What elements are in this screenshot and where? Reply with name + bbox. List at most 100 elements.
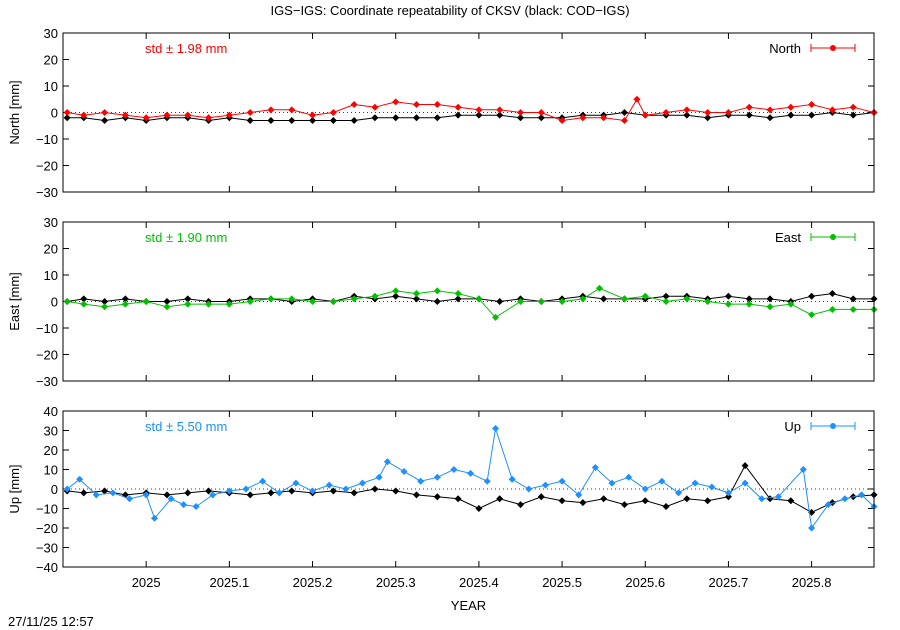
reference-series-point — [413, 491, 421, 499]
reference-series-point — [184, 295, 192, 303]
reference-series-point — [267, 489, 275, 497]
y-tick-label: 0 — [51, 295, 58, 310]
east-series-point — [766, 303, 774, 311]
y-tick-label: 30 — [44, 26, 58, 41]
up-series-point — [774, 493, 782, 501]
up-series-point — [841, 495, 849, 503]
east-series-point — [329, 298, 337, 305]
reference-series-point — [662, 503, 670, 511]
east-series-point — [745, 300, 753, 308]
reference-series-point — [101, 116, 109, 124]
up-series-point — [292, 479, 300, 487]
y-tick-label: 20 — [44, 53, 58, 68]
up-series-point — [358, 479, 366, 487]
y-axis-label: North [mm] — [7, 80, 22, 144]
reference-series-point — [454, 111, 462, 119]
north-series-point — [288, 106, 296, 114]
north-series-point — [724, 109, 732, 116]
north-series — [63, 95, 878, 124]
y-tick-label: −30 — [36, 374, 58, 389]
up-series-point — [383, 458, 391, 466]
up-series-point — [808, 524, 816, 532]
north-series-point — [267, 106, 275, 114]
reference-series-point — [329, 487, 337, 495]
up-series-point — [450, 466, 458, 473]
up-series-point — [675, 489, 683, 497]
up-series-point — [625, 473, 633, 481]
up-series-point — [225, 487, 233, 495]
east-series-point — [205, 300, 213, 308]
east-series-point — [184, 300, 192, 308]
reference-series-point — [579, 499, 587, 507]
x-tick-label: 2025.3 — [376, 575, 416, 590]
north-series-point — [413, 101, 421, 109]
up-series-point — [309, 487, 317, 495]
up-series-point — [400, 467, 408, 475]
up-series-point — [209, 491, 217, 499]
y-tick-label: −20 — [36, 348, 58, 363]
up-series-point — [483, 477, 491, 485]
up-series-point — [126, 495, 134, 503]
north-series-point — [225, 111, 233, 119]
east-series — [63, 284, 878, 321]
reference-series-point — [288, 116, 296, 124]
plot-frame — [62, 221, 875, 382]
east-series-point — [620, 295, 628, 303]
y-tick-label: −10 — [36, 132, 58, 147]
reference-series-point — [496, 495, 504, 503]
up-series-point — [92, 491, 100, 499]
y-tick-label: 30 — [44, 215, 58, 230]
east-series-point — [492, 313, 500, 321]
reference-series-point — [808, 292, 816, 300]
up-series-point — [417, 477, 425, 485]
north-series-point — [766, 106, 774, 114]
up-series-line — [66, 428, 875, 530]
reference-series-point — [683, 111, 691, 119]
up-series-point — [558, 477, 566, 485]
up-series-point — [591, 464, 599, 472]
north-series-point — [101, 109, 109, 116]
x-tick-label: 2025.7 — [709, 575, 749, 590]
north-series-point — [246, 109, 254, 116]
east-series-point — [475, 295, 483, 303]
reference-series-point — [745, 295, 753, 303]
reference-series-point — [766, 495, 774, 503]
reference-series-point — [454, 495, 462, 503]
north-series-point — [121, 111, 129, 119]
up-series-point — [641, 485, 649, 493]
reference-series-point — [849, 111, 857, 119]
east-series-point — [641, 292, 649, 300]
reference-series-point — [641, 497, 649, 505]
up-series-point — [192, 503, 200, 511]
north-series-point — [558, 116, 566, 124]
north-series-point — [537, 109, 545, 116]
reference-series-point — [433, 114, 441, 122]
north-series-point — [350, 101, 358, 109]
north-series-point — [579, 114, 587, 122]
east-series-point — [267, 295, 275, 303]
up-series-point — [375, 473, 383, 481]
north-series-point — [433, 101, 441, 109]
up-series-point — [658, 477, 666, 485]
up-series-point — [76, 475, 84, 483]
east-series-point — [558, 298, 566, 305]
north-series-point — [184, 111, 192, 119]
up-series-point — [824, 501, 832, 509]
north-series-point — [600, 114, 608, 122]
reference-series-point — [392, 292, 400, 300]
up-series-point — [724, 489, 732, 497]
x-tick-label: 2025.5 — [542, 575, 582, 590]
north-series-point — [454, 103, 462, 111]
up-series-point — [508, 475, 516, 483]
reference-series-point — [828, 290, 836, 298]
north-series-point — [641, 111, 649, 119]
reference-series-point — [766, 114, 774, 122]
reference-series-point — [433, 493, 441, 501]
north-series-point — [475, 106, 483, 114]
x-tick-label: 2025.4 — [459, 575, 499, 590]
reference-series-point — [163, 298, 171, 305]
reference-series-point — [246, 116, 254, 124]
panel-north: −30 −20 −10 0 10 20 30 North [mm] std ± 1.98 mm N… — [7, 26, 878, 200]
reference-series-point — [101, 487, 109, 495]
up-series-point — [758, 495, 766, 503]
